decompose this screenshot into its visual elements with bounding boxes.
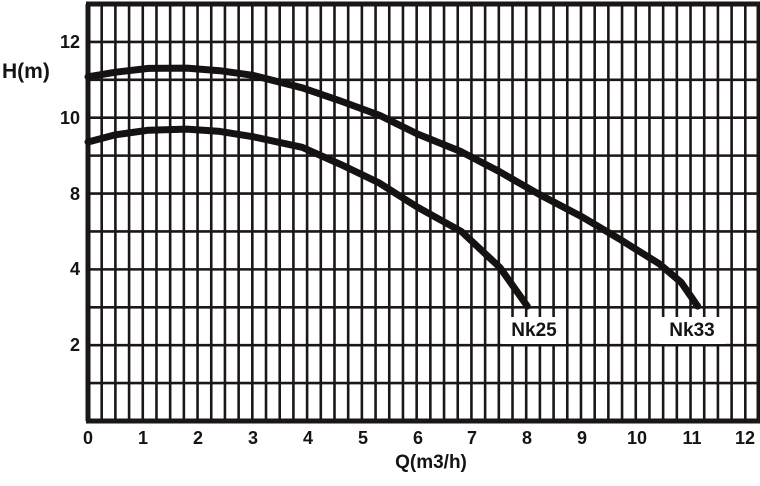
x-tick-label-9: 9 bbox=[576, 428, 587, 448]
x-tick-label-8: 8 bbox=[521, 428, 532, 448]
x-tick-label-12: 12 bbox=[734, 428, 756, 448]
x-tick-label-4: 4 bbox=[302, 428, 313, 448]
x-axis-title: Q(m3/h) bbox=[395, 452, 467, 473]
x-tick-label-11: 11 bbox=[682, 428, 702, 448]
x-tick-label-0: 0 bbox=[82, 428, 93, 448]
y-tick-label-10: 10 bbox=[59, 108, 80, 128]
x-tick-label-3: 3 bbox=[247, 428, 258, 448]
x-tick-label-10: 10 bbox=[626, 428, 648, 448]
curve-nk25 bbox=[84, 125, 531, 310]
y-tick-label-4: 4 bbox=[69, 259, 80, 279]
x-tick-label-7: 7 bbox=[466, 428, 477, 448]
y-axis-title: H(m) bbox=[2, 60, 50, 83]
x-tick-label-5: 5 bbox=[357, 428, 368, 448]
x-tick-label-6: 6 bbox=[412, 428, 423, 448]
y-tick-label-12: 12 bbox=[59, 32, 80, 52]
curve-nk33 bbox=[84, 64, 702, 310]
curve-label-nk33: Nk33 bbox=[659, 317, 725, 344]
y-tick-label-2: 2 bbox=[69, 335, 80, 355]
curve-label-nk25: Nk25 bbox=[502, 317, 566, 344]
y-tick-label-8: 8 bbox=[69, 184, 80, 204]
x-tick-label-2: 2 bbox=[192, 428, 203, 448]
x-tick-label-1: 1 bbox=[137, 428, 148, 448]
